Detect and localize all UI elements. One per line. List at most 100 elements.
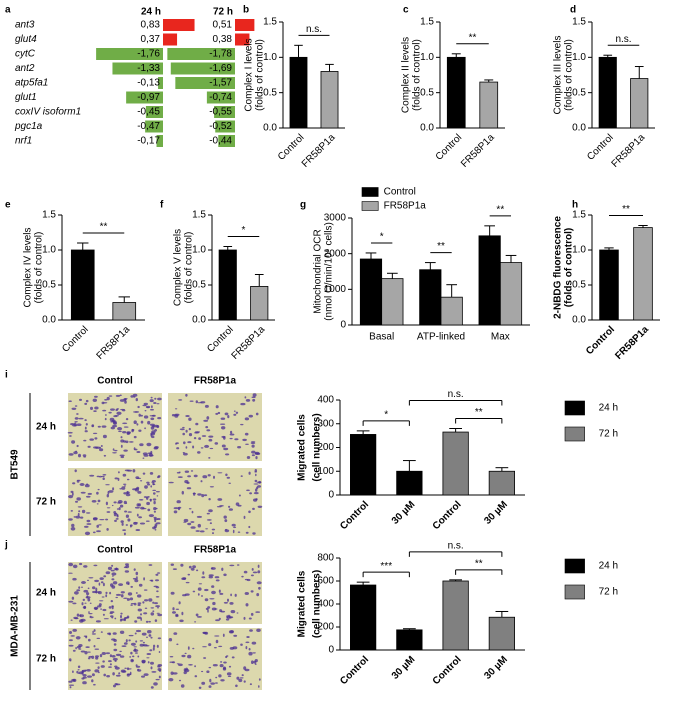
stained-cell <box>87 657 91 660</box>
significance-label: * <box>242 225 246 236</box>
stained-cell <box>208 643 212 647</box>
y-tick-label: 1.5 <box>572 210 586 221</box>
stained-cell <box>146 636 148 639</box>
stained-cell <box>115 653 122 657</box>
stained-cell <box>88 577 94 579</box>
y-tick-label: 1.0 <box>192 245 206 256</box>
stained-cell <box>134 632 137 635</box>
stained-cell <box>111 572 117 576</box>
stained-cell <box>238 494 241 497</box>
stained-cell <box>190 521 195 523</box>
stained-cell <box>175 442 179 445</box>
stained-cell <box>223 573 227 577</box>
stained-cell <box>190 526 196 529</box>
stained-cell <box>192 492 196 495</box>
stained-cell <box>106 507 111 509</box>
expression-bar <box>175 77 235 89</box>
stained-cell <box>72 577 77 581</box>
gene-label: coxIV isoform1 <box>15 107 81 118</box>
stained-cell <box>93 629 96 632</box>
stained-cell <box>206 519 212 521</box>
stained-cell <box>195 530 200 532</box>
stained-cell <box>112 672 115 676</box>
y-tick-label: 3000 <box>324 213 347 224</box>
stained-cell <box>73 516 77 518</box>
micrograph <box>168 393 262 461</box>
gene-label: ant2 <box>15 63 35 74</box>
stained-cell <box>200 447 204 449</box>
bar <box>488 470 515 496</box>
stained-cell <box>240 423 244 426</box>
x-tick-label: 30 µM <box>482 654 510 682</box>
stained-cell <box>86 519 91 523</box>
stained-cell <box>110 426 116 430</box>
value-label: 0,51 <box>213 20 233 31</box>
expression-bar <box>163 19 195 31</box>
stained-cell <box>98 603 102 607</box>
stained-cell <box>100 445 103 447</box>
stained-cell <box>206 416 210 420</box>
stained-cell <box>123 483 127 485</box>
stained-cell <box>257 505 263 508</box>
stained-cell <box>86 495 91 498</box>
stained-cell <box>88 611 90 613</box>
stained-cell <box>145 620 149 623</box>
stained-cell <box>172 611 176 614</box>
image-column-label: Control <box>97 545 133 556</box>
stained-cell <box>76 613 80 617</box>
stained-cell <box>201 681 206 685</box>
stained-cell <box>155 678 160 681</box>
stained-cell <box>139 643 144 647</box>
stained-cell <box>211 607 217 611</box>
stained-cell <box>155 573 159 576</box>
stained-cell <box>152 601 155 604</box>
gene-label: atp5fa1 <box>15 78 48 89</box>
significance-label: *** <box>380 561 392 572</box>
significance-label: ** <box>437 241 445 252</box>
stained-cell <box>153 644 156 648</box>
y-axis-label: Complex IV levels <box>23 227 34 307</box>
bar <box>350 434 377 496</box>
stained-cell <box>201 595 203 597</box>
stained-cell <box>150 686 154 689</box>
stained-cell <box>127 667 129 671</box>
stained-cell <box>102 474 107 476</box>
panel-letter: f <box>160 200 164 211</box>
stained-cell <box>130 585 133 588</box>
stained-cell <box>156 495 159 497</box>
stained-cell <box>201 494 205 498</box>
stained-cell <box>153 510 156 513</box>
stained-cell <box>130 395 134 398</box>
stained-cell <box>82 676 87 679</box>
stained-cell <box>245 531 249 534</box>
stained-cell <box>227 415 230 419</box>
y-tick-label: 100 <box>317 466 334 477</box>
stained-cell <box>182 452 185 454</box>
y-axis-label: (nmol O/min/10⁶ cells) <box>324 222 335 321</box>
stained-cell <box>168 481 174 484</box>
stained-cell <box>169 661 174 663</box>
stained-cell <box>195 400 198 404</box>
stained-cell <box>108 411 112 414</box>
stained-cell <box>250 574 254 577</box>
stained-cell <box>80 650 86 653</box>
value-label: -1,57 <box>209 78 232 89</box>
stained-cell <box>118 430 122 433</box>
stained-cell <box>91 679 94 683</box>
y-axis-label: (cell numbers) <box>312 413 323 481</box>
stained-cell <box>152 489 157 491</box>
stained-cell <box>133 602 137 606</box>
stained-cell <box>129 671 132 676</box>
stained-cell <box>157 613 163 617</box>
stained-cell <box>187 441 192 444</box>
image-column-label: FR58P1a <box>194 545 237 556</box>
stained-cell <box>254 663 257 665</box>
stained-cell <box>134 411 140 413</box>
stained-cell <box>192 445 195 449</box>
stained-cell <box>84 525 89 528</box>
bar <box>396 629 423 651</box>
stained-cell <box>137 603 141 607</box>
stained-cell <box>198 437 202 440</box>
stained-cell <box>76 589 81 592</box>
stained-cell <box>148 620 152 623</box>
